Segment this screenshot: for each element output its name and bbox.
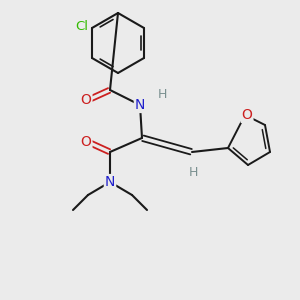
Text: H: H [157,88,167,101]
Text: Cl: Cl [76,20,88,32]
Text: O: O [242,108,252,122]
Text: N: N [135,98,145,112]
Text: N: N [105,175,115,189]
Text: H: H [188,167,198,179]
Text: O: O [81,93,92,107]
Text: O: O [81,135,92,149]
